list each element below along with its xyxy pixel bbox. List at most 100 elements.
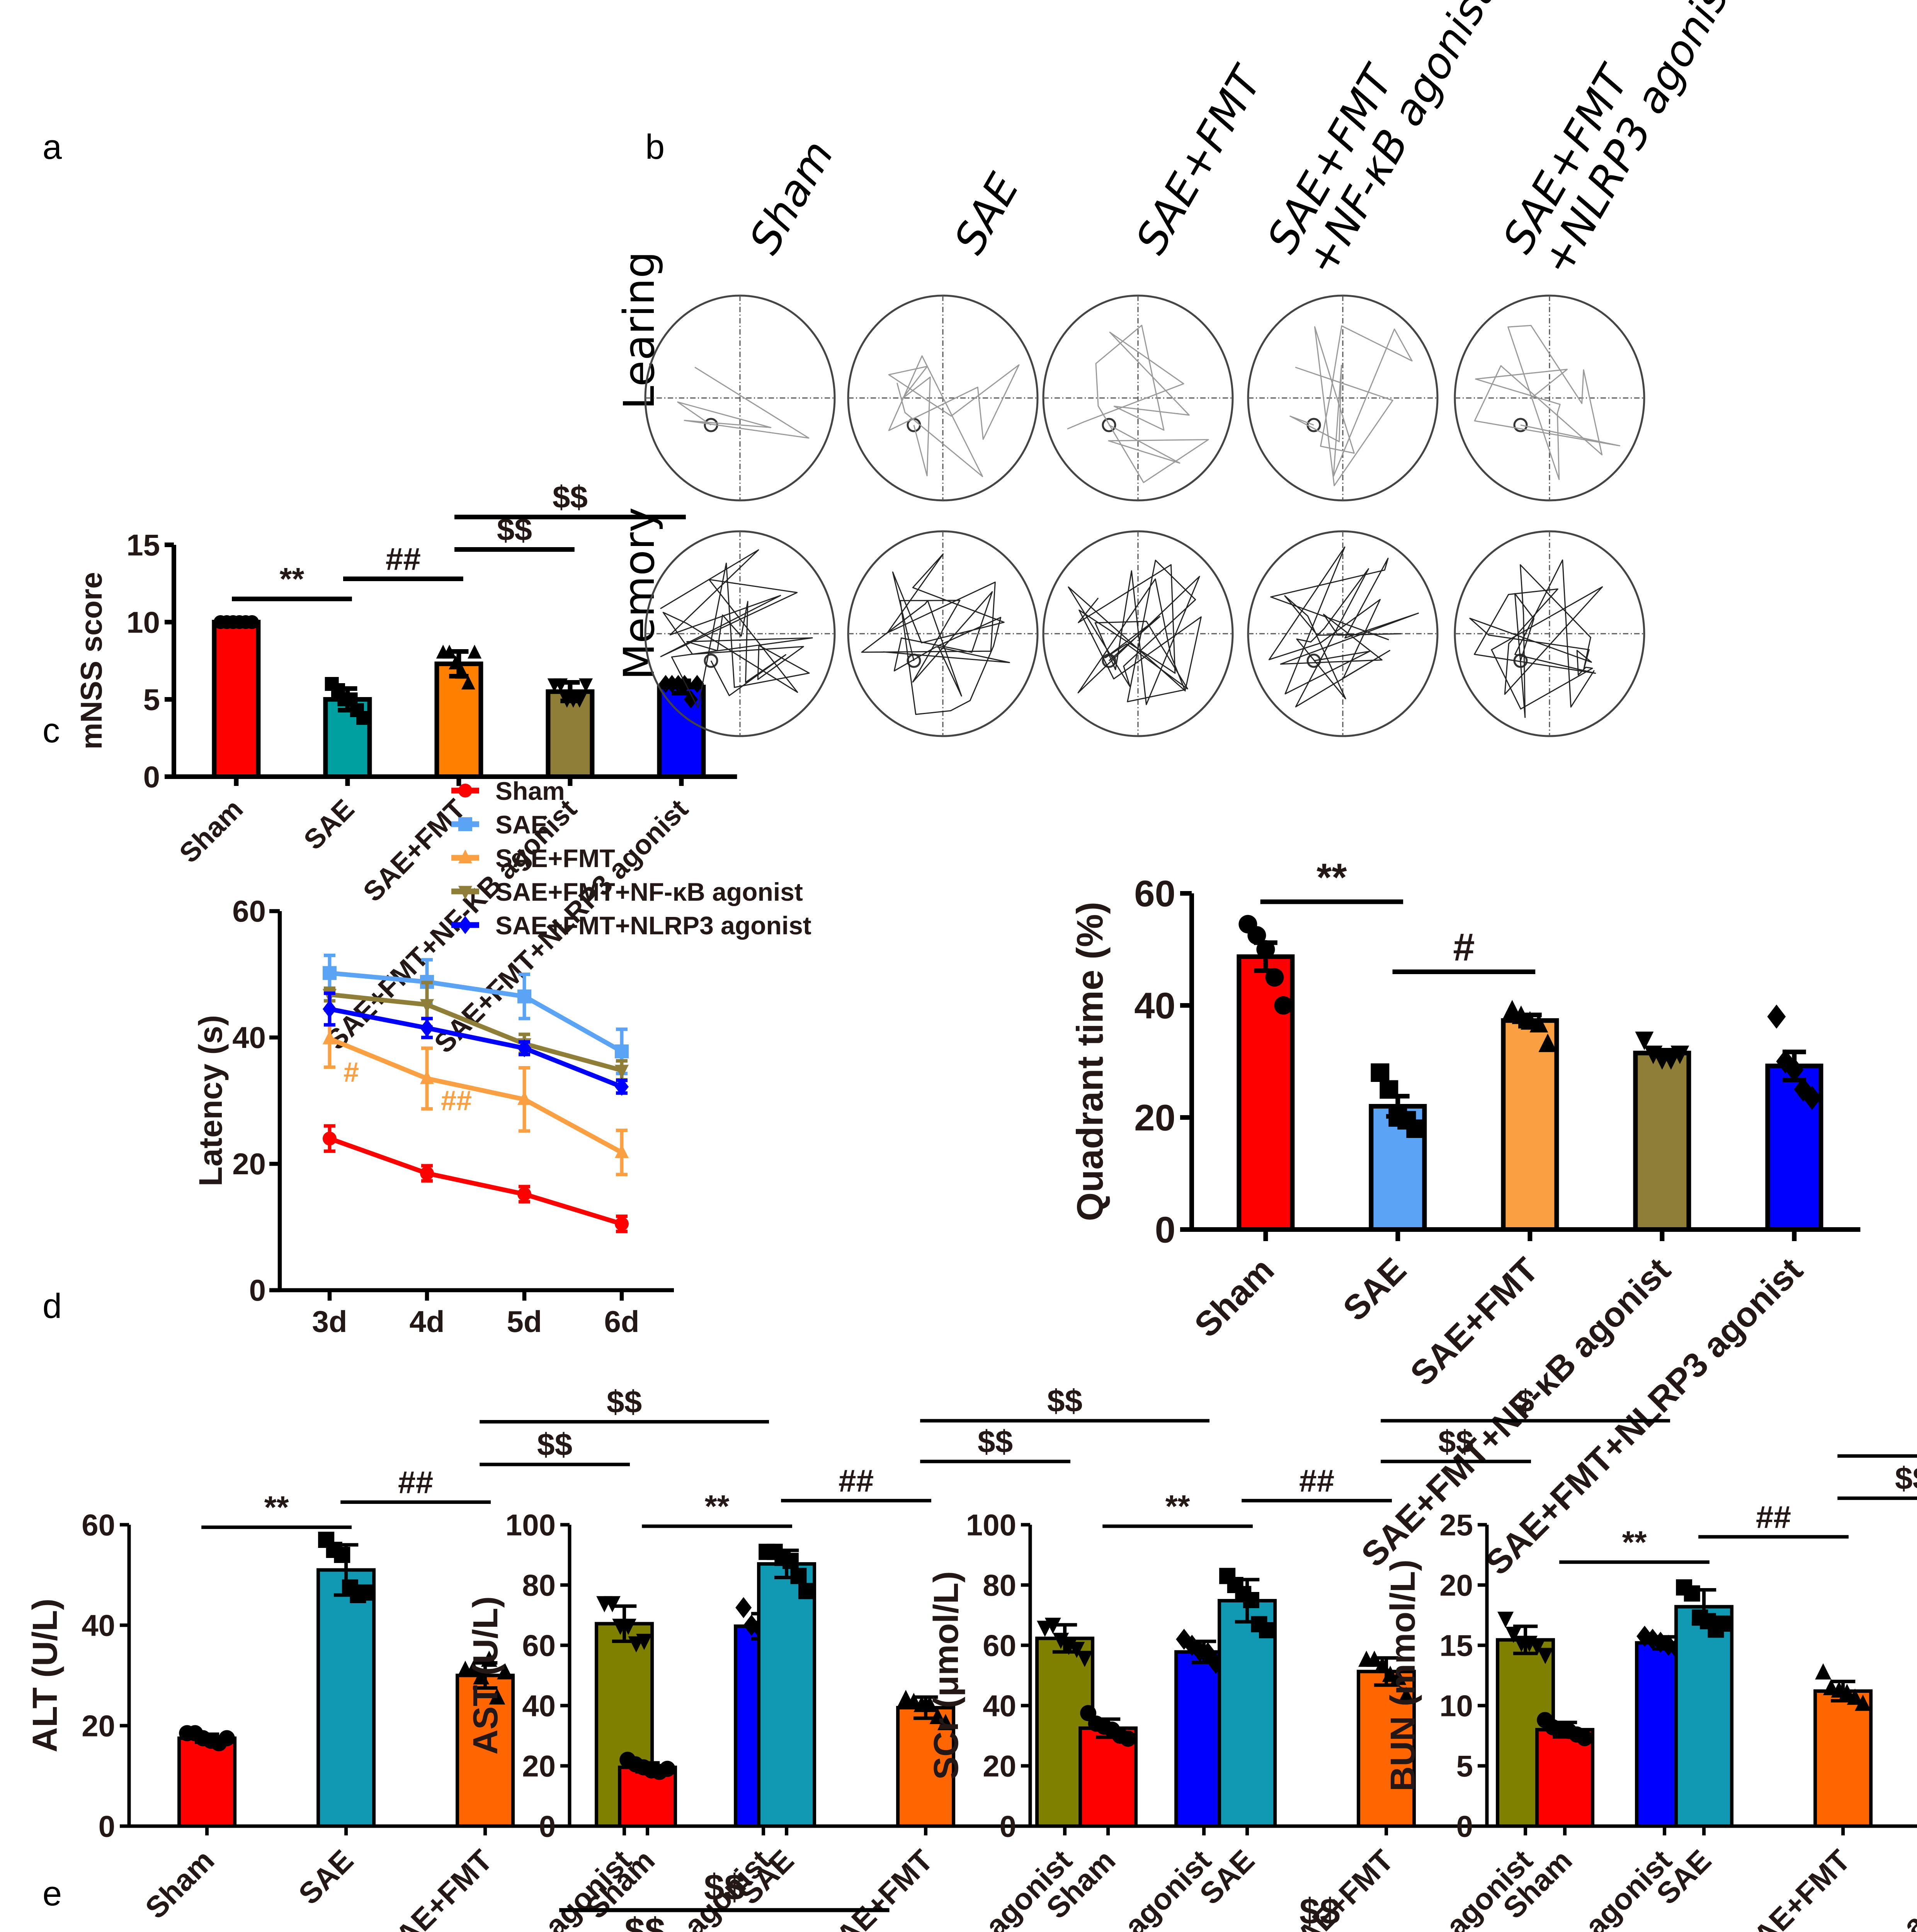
y-tick-label: 40 bbox=[232, 1020, 266, 1054]
maze-row-label-memory: Memory bbox=[614, 507, 664, 680]
significance-label: ## bbox=[441, 1085, 472, 1116]
bar bbox=[316, 1568, 376, 1828]
swim-track bbox=[1067, 325, 1209, 483]
platform bbox=[704, 653, 718, 668]
maze-pool bbox=[1042, 294, 1234, 502]
y-tick-label: 20 bbox=[232, 1147, 266, 1181]
data-point bbox=[690, 675, 704, 693]
data-point bbox=[497, 1663, 514, 1680]
legend-marker bbox=[458, 817, 472, 831]
significance-label: $$ bbox=[553, 480, 588, 515]
legend-label: SAE+FMT bbox=[495, 844, 615, 872]
data-point bbox=[1503, 1000, 1522, 1019]
y-tick-label: 0 bbox=[99, 1809, 115, 1843]
data-point bbox=[323, 966, 337, 980]
y-tick-label: 10 bbox=[1439, 1689, 1473, 1723]
y-tick-label: 0 bbox=[143, 760, 160, 794]
data-point bbox=[420, 1166, 434, 1180]
chart-latency-line: 0 20 40 60 Latency (s) 3d 4d 5d 6d Sham SAE SAE+FMT… bbox=[192, 777, 811, 1338]
bar bbox=[177, 1736, 237, 1828]
y-tick-label: 60 bbox=[983, 1628, 1016, 1662]
data-point bbox=[735, 1597, 752, 1618]
panel-label-c: c bbox=[43, 711, 60, 750]
platform bbox=[1513, 418, 1528, 432]
x-tick-label: Sham bbox=[1187, 1250, 1282, 1345]
data-point bbox=[615, 1217, 629, 1231]
y-tick-label: 40 bbox=[82, 1608, 115, 1642]
y-tick-label: 15 bbox=[1439, 1628, 1473, 1662]
data-point bbox=[356, 711, 371, 725]
data-point bbox=[1497, 1612, 1514, 1628]
y-tick-label: 100 bbox=[505, 1508, 556, 1542]
data-point bbox=[1259, 1622, 1276, 1638]
y-tick-label: 20 bbox=[82, 1709, 115, 1743]
data-point bbox=[659, 1760, 676, 1777]
x-tick-label: SAE bbox=[1336, 1250, 1414, 1328]
significance-label: $$ bbox=[537, 1427, 572, 1463]
y-tick-label: 20 bbox=[522, 1749, 556, 1783]
maze-col-label: Sham bbox=[739, 132, 843, 262]
significance-label: ## bbox=[1756, 1500, 1791, 1535]
data-point bbox=[604, 1596, 621, 1612]
panel-label-b: b bbox=[645, 128, 665, 167]
data-point bbox=[636, 1634, 653, 1650]
data-point bbox=[465, 1660, 481, 1677]
y-tick-label: 60 bbox=[82, 1508, 115, 1542]
legend-marker bbox=[458, 916, 472, 934]
maze-pool bbox=[1247, 294, 1439, 502]
data-point bbox=[420, 1019, 434, 1037]
swim-track bbox=[1268, 546, 1419, 707]
panel-label-d: d bbox=[43, 1287, 62, 1326]
y-axis-label: ALT (U/L) bbox=[26, 1599, 65, 1752]
significance-label: ** bbox=[1317, 856, 1347, 899]
data-point bbox=[937, 1714, 954, 1730]
maze-pool bbox=[1042, 530, 1234, 737]
data-point bbox=[1077, 1651, 1093, 1667]
data-point bbox=[461, 675, 475, 690]
y-tick-label: 40 bbox=[1134, 985, 1175, 1027]
y-tick-label: 40 bbox=[522, 1689, 556, 1723]
maze-pool bbox=[644, 294, 836, 502]
swim-track bbox=[677, 367, 810, 439]
bar bbox=[1535, 1728, 1595, 1828]
data-point bbox=[798, 1583, 815, 1599]
data-point bbox=[1716, 1615, 1732, 1632]
y-tick-label: 40 bbox=[983, 1689, 1016, 1723]
significance-label: $$ bbox=[1895, 1461, 1917, 1496]
y-tick-label: 80 bbox=[522, 1568, 556, 1602]
data-point bbox=[323, 1030, 337, 1044]
swim-track bbox=[660, 549, 813, 709]
swim-track bbox=[1068, 560, 1202, 705]
bar bbox=[1633, 1051, 1691, 1232]
y-tick-label: 10 bbox=[126, 605, 160, 639]
data-point bbox=[1577, 1730, 1593, 1747]
y-tick-label: 0 bbox=[249, 1273, 266, 1307]
swim-track bbox=[888, 355, 1020, 477]
significance-label: ** bbox=[1165, 1489, 1190, 1524]
significance-label: $$ bbox=[624, 1910, 665, 1932]
significance-label: $$ bbox=[704, 1867, 745, 1908]
y-tick-label: 60 bbox=[522, 1628, 556, 1662]
significance-label: ** bbox=[280, 562, 304, 597]
y-tick-label: 60 bbox=[232, 894, 266, 928]
data-point bbox=[1670, 1046, 1689, 1065]
data-point bbox=[1120, 1730, 1136, 1747]
maze-row-label-learning: Learing bbox=[614, 251, 664, 410]
bar bbox=[1813, 1689, 1873, 1828]
data-point bbox=[1538, 1033, 1557, 1052]
significance-label: ## bbox=[1299, 1463, 1334, 1498]
data-point bbox=[1684, 1585, 1700, 1602]
significance-label: ## bbox=[839, 1463, 874, 1498]
plot-area: 0 20 40 60 Latency (s) 3d 4d 5d 6d Sham SAE SAE+FMT… bbox=[192, 777, 811, 1338]
significance-label: ** bbox=[705, 1489, 730, 1524]
y-tick-label: 20 bbox=[1439, 1568, 1473, 1602]
bar bbox=[434, 661, 483, 779]
y-tick-label: 0 bbox=[1000, 1809, 1016, 1843]
plot-area: 050100150200250IL-6 (pg/mL)ShamSAESAE+FM… bbox=[559, 1867, 890, 1932]
y-tick-label: 20 bbox=[1134, 1097, 1175, 1139]
plot-area: 050100150IL-1β (pg/mL)ShamSAESAE+FMTSAE+… bbox=[1220, 1891, 1340, 1932]
legend-label: SAE+FMT+NF-κB agonist bbox=[495, 878, 803, 906]
